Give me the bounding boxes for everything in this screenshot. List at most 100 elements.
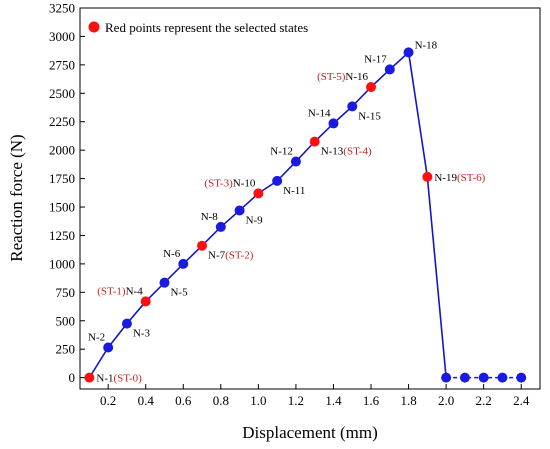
data-point (234, 205, 245, 216)
node-label: N-4 (126, 285, 144, 297)
x-tick-label: 2.4 (513, 393, 530, 408)
data-point (403, 47, 414, 58)
point-label: N-13(ST-4) (321, 146, 372, 158)
node-label: N-7 (208, 250, 226, 262)
x-tick-label: 1.0 (250, 393, 266, 408)
series-group (84, 47, 527, 383)
node-label: N-17 (364, 53, 387, 65)
axis-ticks: 0.2 0.4 0.6 0.8 1.0 1.2 1.4 1.6 1.8 2.0 2.2 2.4 0 250… (49, 1, 530, 409)
state-label: (ST-3) (204, 177, 233, 189)
node-label: N-9 (246, 214, 264, 226)
y-tick-label: 500 (56, 313, 76, 328)
y-tick-label: 1250 (49, 228, 75, 243)
node-label: N-3 (133, 328, 151, 340)
point-label: N-9 (246, 214, 264, 226)
y-tick-label: 0 (69, 370, 76, 385)
data-point (384, 64, 395, 75)
point-label: (ST-5)N-16 (317, 71, 368, 83)
point-label: N-3 (133, 328, 151, 340)
data-point (178, 258, 189, 269)
x-tick-label: 1.8 (400, 393, 416, 408)
data-point (497, 372, 508, 383)
state-label: (ST-6) (457, 172, 486, 184)
point-label: N-12 (270, 146, 293, 158)
point-label: N-11 (283, 185, 305, 197)
state-label: (ST-1) (97, 285, 126, 297)
legend-marker (88, 21, 100, 33)
x-tick-label: 2.0 (438, 393, 454, 408)
y-tick-label: 2500 (49, 86, 75, 101)
point-label: N-8 (201, 211, 219, 223)
data-point (516, 372, 527, 383)
x-tick-label: 0.6 (175, 393, 192, 408)
node-label: N-5 (170, 287, 188, 299)
x-tick-label: 0.2 (100, 393, 116, 408)
data-point (159, 277, 170, 288)
y-tick-label: 2250 (49, 114, 75, 129)
point-label: N-1(ST-0) (96, 373, 142, 385)
point-label: N-2 (88, 331, 105, 343)
selected-point (84, 372, 95, 383)
selected-point (366, 82, 377, 93)
point-label: (ST-1)N-4 (97, 285, 143, 297)
y-tick-label: 3000 (49, 29, 75, 44)
data-point (103, 342, 114, 353)
data-point (459, 372, 470, 383)
node-label: N-19 (434, 172, 457, 184)
point-label: N-7(ST-2) (208, 250, 254, 262)
node-label: N-14 (308, 107, 331, 119)
selected-point (422, 171, 433, 182)
point-label: N-5 (170, 287, 188, 299)
x-tick-label: 1.2 (288, 393, 304, 408)
node-label: N-13 (321, 146, 344, 158)
y-tick-label: 1000 (49, 256, 75, 271)
point-label: N-19(ST-6) (434, 172, 485, 184)
point-label: N-6 (163, 248, 181, 260)
legend-text: Red points represent the selected states (105, 20, 308, 35)
y-tick-label: 750 (56, 285, 76, 300)
y-tick-label: 2000 (49, 143, 75, 158)
state-label: (ST-2) (225, 250, 254, 262)
data-point (272, 175, 283, 186)
x-tick-label: 0.8 (213, 393, 229, 408)
point-labels: N-1(ST-0)N-2 N-3(ST-1)N-4 N-5N-6 N-7(ST-2)N… (88, 39, 486, 384)
data-point (328, 118, 339, 129)
point-label: N-15 (358, 110, 381, 122)
node-label: N-6 (163, 248, 181, 260)
state-label: (ST-4) (343, 146, 372, 158)
y-tick-label: 1750 (49, 171, 75, 186)
data-point (441, 372, 452, 383)
node-label: N-10 (233, 177, 256, 189)
state-label: (ST-5) (317, 71, 346, 83)
x-axis-title: Displacement (mm) (242, 423, 378, 442)
state-label: (ST-0) (113, 373, 142, 385)
data-point (290, 156, 301, 167)
node-label: N-18 (415, 39, 438, 51)
x-tick-label: 1.4 (325, 393, 342, 408)
point-label: N-18 (415, 39, 438, 51)
selected-point (197, 240, 208, 251)
y-tick-label: 1500 (49, 200, 75, 215)
data-point (121, 318, 132, 329)
selected-point (309, 136, 320, 147)
selected-point (140, 296, 151, 307)
y-tick-label: 3250 (49, 1, 75, 16)
node-label: N-15 (358, 110, 381, 122)
data-point (215, 221, 226, 232)
x-tick-label: 2.2 (476, 393, 492, 408)
node-label: N-16 (345, 71, 368, 83)
data-point (347, 101, 358, 112)
node-label: N-11 (283, 185, 305, 197)
node-label: N-8 (201, 211, 219, 223)
y-tick-label: 250 (56, 342, 76, 357)
x-tick-label: 0.4 (138, 393, 155, 408)
node-label: N-12 (270, 146, 293, 158)
selected-point (253, 188, 264, 199)
x-tick-label: 1.6 (363, 393, 380, 408)
node-label: N-2 (88, 331, 105, 343)
point-label: N-17 (364, 53, 387, 65)
y-axis-title: Reaction force (N) (7, 134, 26, 261)
point-label: N-14 (308, 107, 331, 119)
data-point (478, 372, 489, 383)
